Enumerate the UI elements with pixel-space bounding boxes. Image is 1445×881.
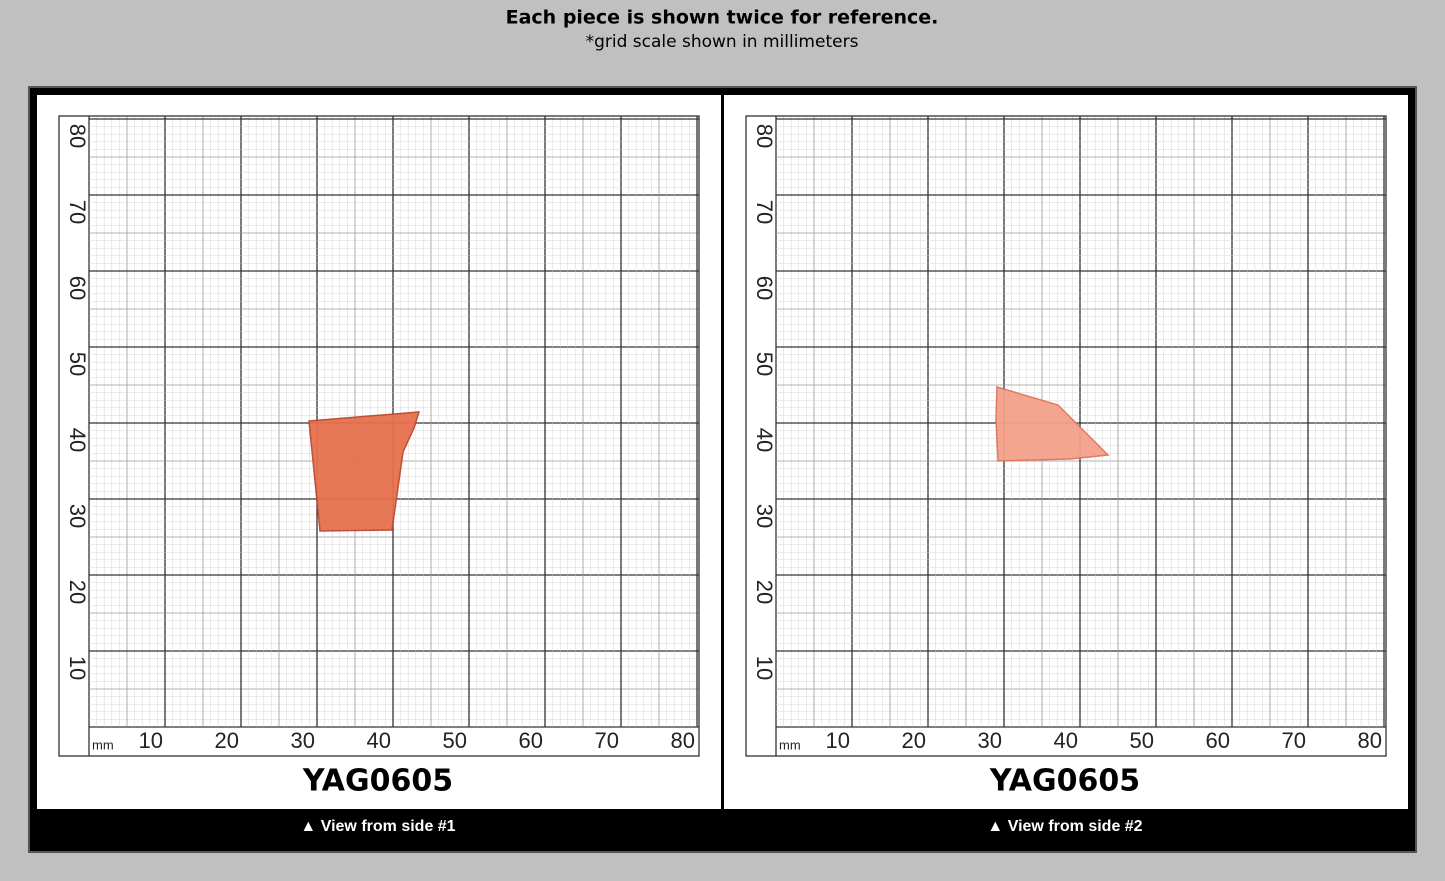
y-scale-label: 20 [752,580,777,604]
x-scale-label: 40 [1054,728,1078,753]
crystal [308,411,421,532]
unit-label: mm [92,737,114,752]
x-scale-label: 50 [443,728,467,753]
y-scale-label: 80 [752,124,777,148]
panel: mm 10 20 30 40 50 60 70 80 10 20 30 40 50 60 70 80 YAG060… [37,95,721,835]
x-scale-label: 30 [978,728,1002,753]
specimen-label: YAG0605 [989,764,1140,799]
y-scale-label: 30 [752,504,777,528]
x-scale-label: 70 [595,728,619,753]
specimen-label: YAG0605 [302,764,453,799]
x-scale-label: 50 [1130,728,1154,753]
panel: mm 10 20 30 40 50 60 70 80 10 20 30 40 50 60 70 80 YAG060… [724,95,1408,835]
y-scale-label: 80 [65,124,90,148]
y-scale-label: 50 [65,352,90,376]
x-scale-label: 80 [1358,728,1382,753]
caption: ▲ View from side #1 [300,818,455,835]
y-scale-label: 30 [65,504,90,528]
x-scale-label: 40 [367,728,391,753]
y-scale-label: 20 [65,580,90,604]
x-scale-label: 10 [139,728,163,753]
y-scale-label: 60 [65,276,90,300]
unit-label: mm [779,737,801,752]
panels: mm 10 20 30 40 50 60 70 80 10 20 30 40 50 60 70 80 YAG060… [37,95,1408,835]
x-scale-label: 20 [902,728,926,753]
y-scale-label: 10 [65,656,90,680]
x-scale-label: 20 [215,728,239,753]
title: Each piece is shown twice for reference. [506,7,939,29]
y-scale-label: 40 [65,428,90,452]
y-scale-label: 70 [65,200,90,224]
y-scale-label: 60 [752,276,777,300]
x-scale-label: 70 [1282,728,1306,753]
crystal [995,386,1110,462]
x-scale-label: 10 [826,728,850,753]
x-scale-label: 60 [519,728,543,753]
y-scale-label: 70 [752,200,777,224]
caption: ▲ View from side #2 [987,818,1142,835]
y-scale-label: 40 [752,428,777,452]
subtitle: *grid scale shown in millimeters [586,32,859,52]
x-scale-label: 60 [1206,728,1230,753]
y-scale-label: 50 [752,352,777,376]
x-scale-label: 80 [671,728,695,753]
y-scale-label: 10 [752,656,777,680]
x-scale-label: 30 [291,728,315,753]
